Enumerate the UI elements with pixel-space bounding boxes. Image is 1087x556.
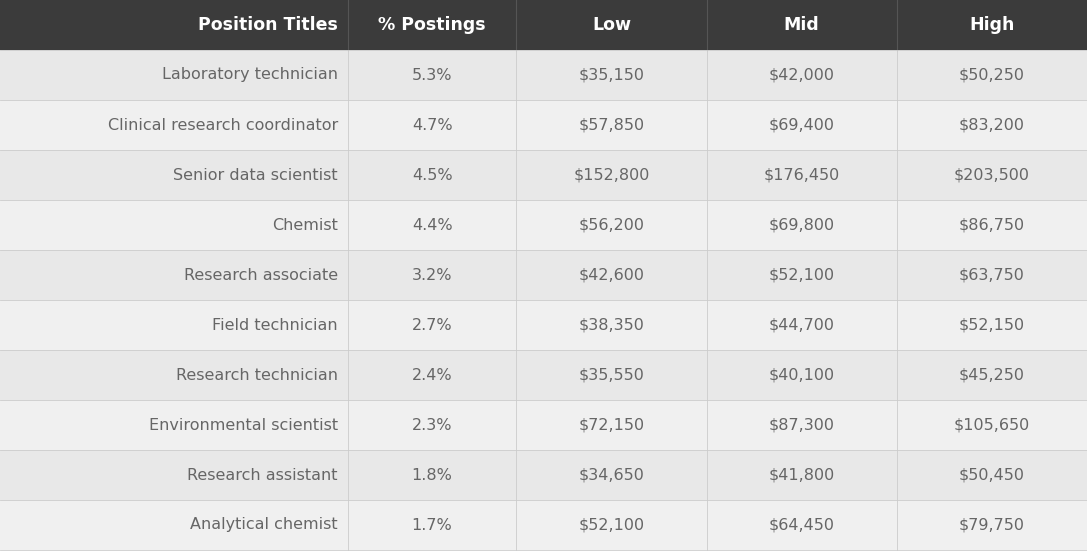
Text: Senior data scientist: Senior data scientist	[173, 167, 338, 182]
Bar	[0, 500, 1087, 550]
Text: $52,150: $52,150	[959, 317, 1025, 332]
Bar	[897, 0, 1087, 50]
Text: $176,450: $176,450	[763, 167, 840, 182]
Text: $56,200: $56,200	[578, 217, 645, 232]
Text: High: High	[970, 16, 1014, 34]
Text: $86,750: $86,750	[959, 217, 1025, 232]
Text: 3.2%: 3.2%	[412, 267, 452, 282]
Text: $63,750: $63,750	[959, 267, 1025, 282]
Text: $35,550: $35,550	[578, 368, 645, 383]
Text: $35,150: $35,150	[578, 67, 645, 82]
Text: $52,100: $52,100	[769, 267, 835, 282]
Text: $45,250: $45,250	[959, 368, 1025, 383]
Text: 1.8%: 1.8%	[412, 468, 452, 483]
Text: Laboratory technician: Laboratory technician	[162, 67, 338, 82]
Text: Research assistant: Research assistant	[187, 468, 338, 483]
Text: 1.7%: 1.7%	[412, 518, 452, 533]
Bar	[0, 450, 1087, 500]
Text: Mid: Mid	[784, 16, 820, 34]
Text: Chemist: Chemist	[272, 217, 338, 232]
Bar	[707, 0, 897, 50]
Text: 4.7%: 4.7%	[412, 117, 452, 132]
Text: $38,350: $38,350	[578, 317, 645, 332]
Text: $34,650: $34,650	[578, 468, 645, 483]
Text: 4.4%: 4.4%	[412, 217, 452, 232]
Text: $50,450: $50,450	[959, 468, 1025, 483]
Text: Analytical chemist: Analytical chemist	[190, 518, 338, 533]
Bar	[0, 150, 1087, 200]
Text: Clinical research coordinator: Clinical research coordinator	[108, 117, 338, 132]
Text: $79,750: $79,750	[959, 518, 1025, 533]
Text: $44,700: $44,700	[769, 317, 835, 332]
Bar	[0, 0, 348, 50]
Bar	[348, 0, 516, 50]
Text: $64,450: $64,450	[769, 518, 835, 533]
Bar	[0, 250, 1087, 300]
Text: 5.3%: 5.3%	[412, 67, 452, 82]
Text: $105,650: $105,650	[953, 418, 1030, 433]
Bar	[0, 350, 1087, 400]
Text: Position Titles: Position Titles	[198, 16, 338, 34]
Text: $87,300: $87,300	[769, 418, 835, 433]
Text: Environmental scientist: Environmental scientist	[149, 418, 338, 433]
Text: $72,150: $72,150	[578, 418, 645, 433]
Text: $41,800: $41,800	[769, 468, 835, 483]
Text: $42,000: $42,000	[769, 67, 835, 82]
Text: $69,400: $69,400	[769, 117, 835, 132]
Text: 2.7%: 2.7%	[412, 317, 452, 332]
Text: $203,500: $203,500	[954, 167, 1029, 182]
Text: $52,100: $52,100	[578, 518, 645, 533]
Text: 2.4%: 2.4%	[412, 368, 452, 383]
Text: $40,100: $40,100	[769, 368, 835, 383]
Text: $152,800: $152,800	[573, 167, 650, 182]
Text: 4.5%: 4.5%	[412, 167, 452, 182]
Text: % Postings: % Postings	[378, 16, 486, 34]
Bar	[0, 50, 1087, 100]
Bar	[0, 100, 1087, 150]
Text: Low: Low	[592, 16, 630, 34]
Text: $50,250: $50,250	[959, 67, 1025, 82]
Bar	[516, 0, 707, 50]
Text: $69,800: $69,800	[769, 217, 835, 232]
Text: Research associate: Research associate	[184, 267, 338, 282]
Bar	[0, 300, 1087, 350]
Text: $83,200: $83,200	[959, 117, 1025, 132]
Bar	[0, 200, 1087, 250]
Text: Research technician: Research technician	[176, 368, 338, 383]
Text: $42,600: $42,600	[578, 267, 645, 282]
Text: $57,850: $57,850	[578, 117, 645, 132]
Text: 2.3%: 2.3%	[412, 418, 452, 433]
Text: Field technician: Field technician	[212, 317, 338, 332]
Bar	[0, 400, 1087, 450]
